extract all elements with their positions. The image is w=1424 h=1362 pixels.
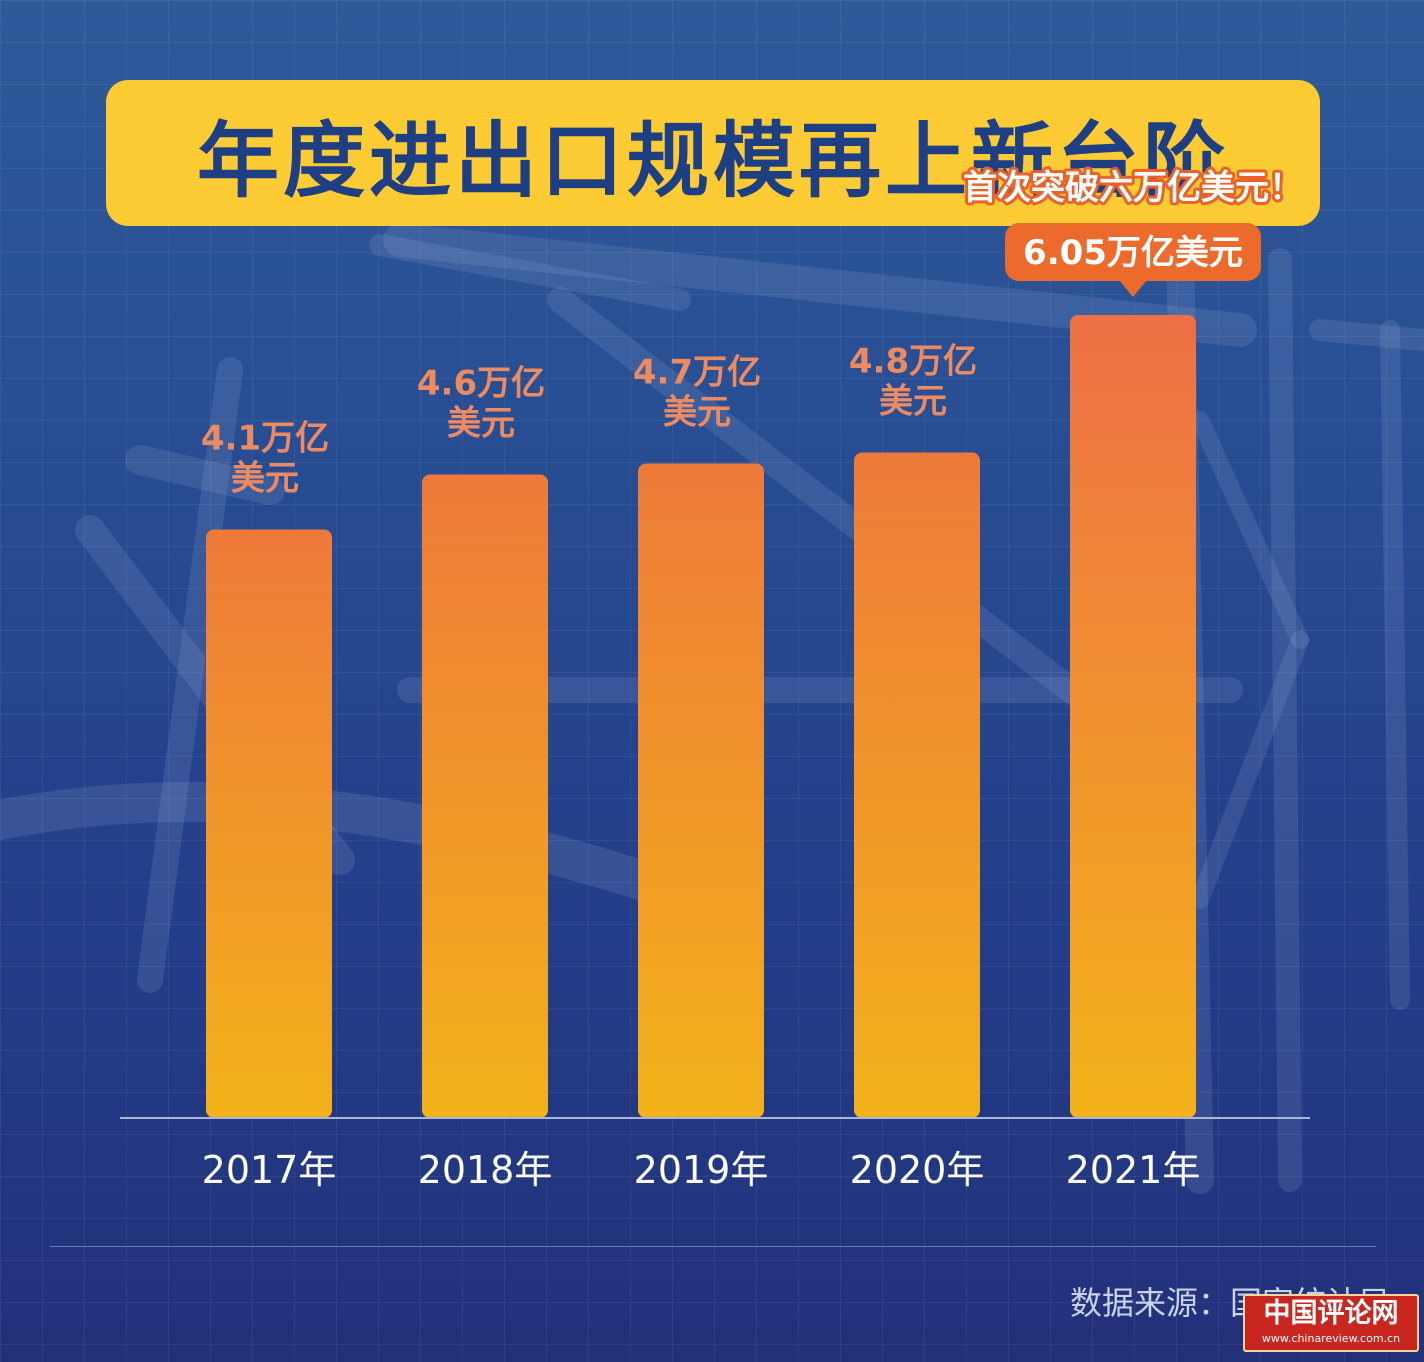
data-label: 4.7万亿 — [633, 353, 761, 393]
page-title: 年度进出口规模再上新台阶 — [196, 113, 1229, 209]
bar-2018年 — [422, 474, 548, 1118]
watermark-url: www.chinareview.com.cn — [1261, 1332, 1401, 1345]
x-tick-label: 2020年 — [850, 1148, 985, 1192]
x-tick-label: 2017年 — [202, 1148, 337, 1192]
data-label: 4.8万亿 — [849, 342, 977, 382]
bar-2017年 — [206, 529, 332, 1118]
watermark-logo: 中国评论网 www.chinareview.com.cn — [1243, 1294, 1419, 1352]
callout-bubble — [1005, 223, 1261, 281]
annotation-text: 首次突破六万亿美元！ — [963, 168, 1303, 208]
footer-divider — [50, 1246, 1376, 1247]
data-label: 6.05万亿美元 — [1023, 233, 1243, 273]
title-banner: 年度进出口规模再上新台阶 — [106, 80, 1320, 226]
data-label: 美元 — [231, 459, 299, 499]
data-label: 4.6万亿 — [417, 364, 545, 404]
watermark-text: 中国评论网 — [1263, 1298, 1399, 1329]
x-tick-label: 2018年 — [418, 1148, 553, 1192]
data-label: 4.1万亿 — [201, 419, 329, 459]
data-label: 美元 — [447, 404, 515, 444]
bar-2020年 — [854, 452, 980, 1118]
data-label: 美元 — [879, 382, 947, 422]
x-tick-label: 2019年 — [634, 1148, 769, 1192]
bar-2019年 — [638, 463, 764, 1118]
data-label: 美元 — [663, 393, 731, 433]
bar-2021年 — [1070, 315, 1196, 1118]
x-tick-label: 2021年 — [1066, 1148, 1201, 1192]
callout-pointer — [1119, 280, 1147, 297]
